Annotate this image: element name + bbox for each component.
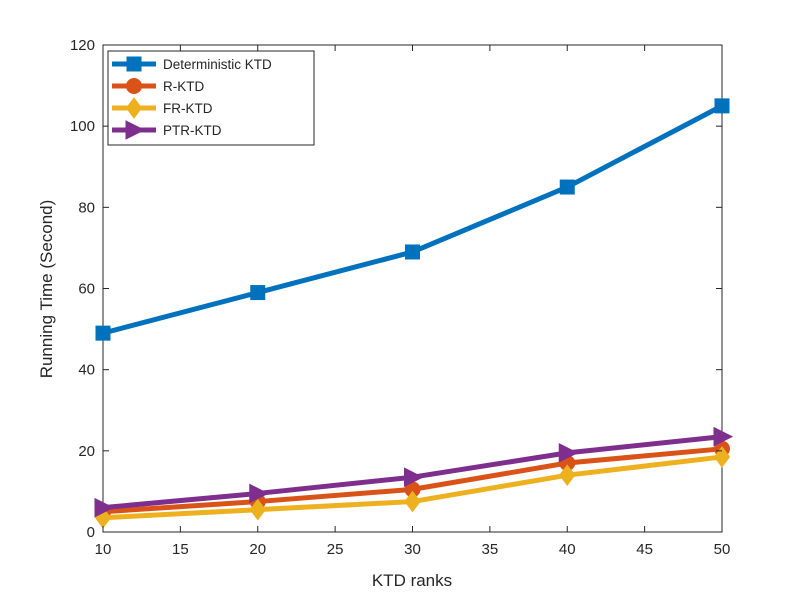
data-point [249, 483, 269, 504]
legend-marker [126, 78, 142, 94]
legend: Deterministic KTD R-KTD FR-KTD PTR-KTD [107, 50, 315, 146]
y-tick-label: 0 [87, 524, 95, 541]
y-tick-label: 120 [70, 37, 95, 54]
x-tick-label: 10 [95, 541, 112, 558]
legend-label: R-KTD [163, 79, 204, 94]
x-tick-label: 30 [404, 541, 421, 558]
legend-marker [125, 97, 143, 119]
y-axis: 0 20 40 60 80 100 120 [70, 37, 722, 541]
data-point [559, 179, 575, 195]
legend-label: FR-KTD [163, 101, 213, 116]
legend-marker [126, 56, 142, 72]
legend-entry-1: R-KTD [112, 78, 204, 94]
series-0 [95, 98, 730, 341]
series-3 [94, 426, 734, 518]
legend-entry-0: Deterministic KTD [112, 56, 272, 72]
y-tick-label: 40 [78, 362, 95, 379]
x-tick-label: 40 [559, 541, 576, 558]
data-point [94, 497, 115, 518]
data-point [405, 244, 420, 260]
data-point [713, 426, 734, 447]
x-tick-label: 45 [636, 541, 653, 558]
data-point [558, 443, 579, 463]
data-point [559, 464, 576, 487]
legend-marker [125, 120, 146, 140]
y-axis-label: Running Time (Second) [37, 200, 56, 379]
y-tick-label: 20 [78, 443, 95, 460]
x-tick-label: 20 [249, 541, 266, 558]
x-tick-label: 50 [714, 541, 731, 558]
data-point [95, 325, 111, 341]
legend-label: PTR-KTD [163, 123, 222, 138]
data-point [713, 446, 731, 468]
x-tick-label: 15 [172, 541, 189, 558]
x-tick-label: 25 [327, 541, 344, 558]
data-point [404, 467, 424, 488]
data-point [249, 498, 266, 521]
y-tick-label: 80 [78, 199, 95, 216]
x-tick-label: 35 [482, 541, 499, 558]
x-axis: 10 15 20 25 30 35 40 45 50 [95, 45, 731, 558]
series-layer [94, 98, 734, 529]
data-point [404, 490, 421, 513]
legend-entry-3: PTR-KTD [112, 120, 222, 140]
data-point [714, 98, 730, 114]
legend-entry-2: FR-KTD [112, 97, 213, 119]
y-tick-label: 100 [70, 118, 95, 135]
x-axis-label: KTD ranks [372, 571, 452, 590]
legend-label: Deterministic KTD [163, 57, 272, 72]
y-tick-label: 60 [78, 281, 95, 298]
data-point [250, 285, 266, 301]
